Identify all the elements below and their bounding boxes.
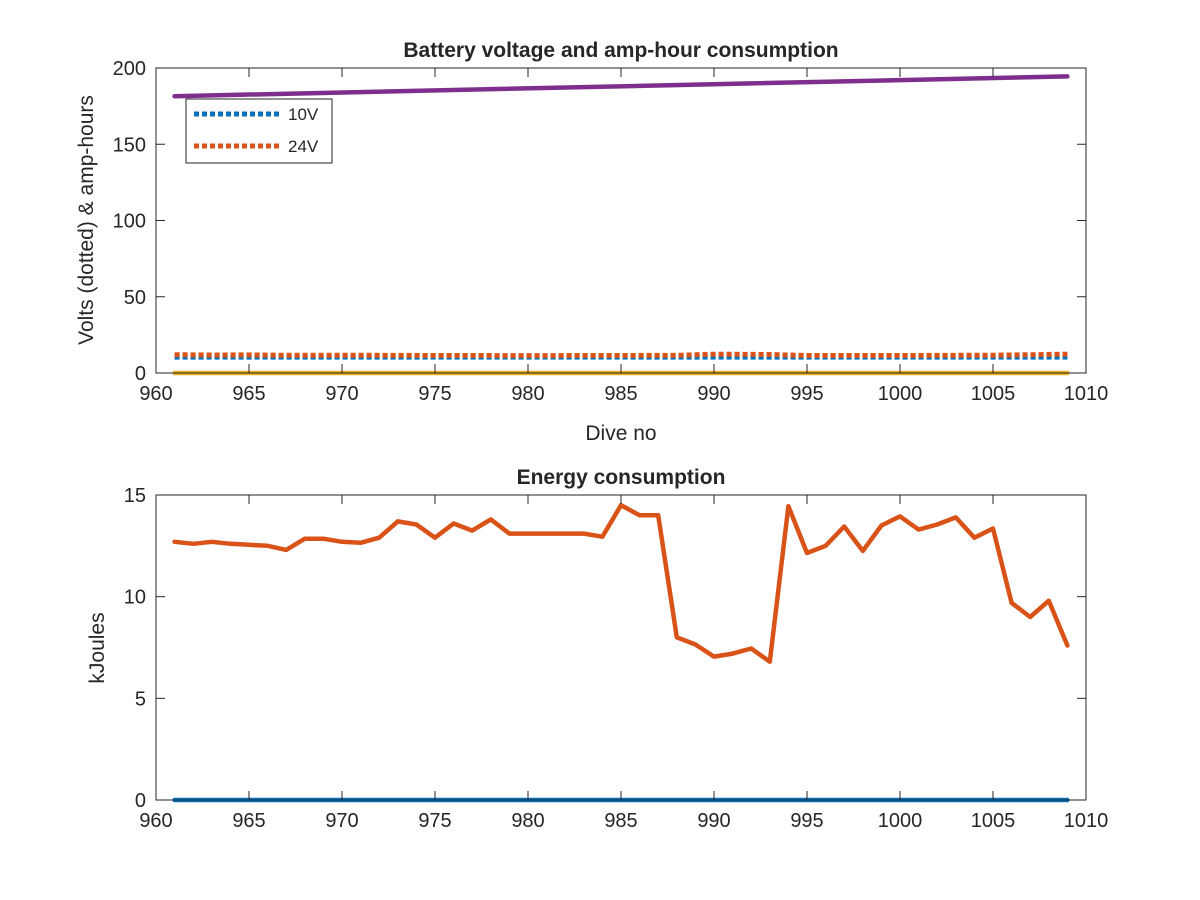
series-line-bottom-2 bbox=[172, 502, 1070, 664]
x-tick-label-bottom: 1010 bbox=[1064, 810, 1109, 832]
x-tick-label-bottom: 975 bbox=[418, 810, 451, 832]
y-axis-label-bottom: kJoules bbox=[86, 612, 109, 683]
y-tick-label-top: 100 bbox=[113, 211, 146, 233]
x-tick-label-bottom: 980 bbox=[511, 810, 544, 832]
x-tick-label-bottom: 990 bbox=[697, 810, 730, 832]
legend-label-10v: 10V bbox=[288, 105, 319, 124]
x-tick-label-top: 965 bbox=[232, 383, 265, 405]
y-tick-label-top: 50 bbox=[124, 287, 146, 309]
y-tick-label-bottom: 10 bbox=[124, 587, 146, 609]
x-tick-label-top: 995 bbox=[790, 383, 823, 405]
axes-battery-voltage: 960 965 970 975 980 985 990 995 1000 1005 1010 0 50 1… bbox=[75, 39, 1108, 445]
x-tick-label-bottom: 960 bbox=[139, 810, 172, 832]
x-tick-label-top: 970 bbox=[325, 383, 358, 405]
legend: 10V 24V bbox=[185, 98, 333, 164]
legend-label-24v: 24V bbox=[288, 137, 319, 156]
x-tick-label-top: 990 bbox=[697, 383, 730, 405]
y-tick-label-top: 150 bbox=[113, 134, 146, 156]
y-tick-label-bottom: 0 bbox=[135, 790, 146, 812]
y-tick-label-bottom: 15 bbox=[124, 485, 146, 507]
ticks-group-top: 960 965 970 975 980 985 990 995 1000 1005 1010 0 50 1… bbox=[113, 58, 1109, 405]
chart-title-bottom: Energy consumption bbox=[517, 466, 726, 489]
x-tick-label-top: 1005 bbox=[971, 383, 1016, 405]
y-tick-label-top: 200 bbox=[113, 58, 146, 80]
y-axis-label-top: Volts (dotted) & amp-hours bbox=[75, 95, 98, 345]
y-tick-label-bottom: 5 bbox=[135, 688, 146, 710]
x-tick-label-bottom: 970 bbox=[325, 810, 358, 832]
x-tick-label-top: 985 bbox=[604, 383, 637, 405]
y-tick-label-top: 0 bbox=[135, 363, 146, 385]
series-line-top-4 bbox=[172, 74, 1070, 99]
x-tick-label-bottom: 1005 bbox=[971, 810, 1016, 832]
ticks-group-bottom: 960 965 970 975 980 985 990 995 1000 1005 1010 0 5 10… bbox=[124, 485, 1109, 832]
x-tick-label-top: 975 bbox=[418, 383, 451, 405]
legend-box bbox=[185, 98, 333, 164]
x-tick-label-bottom: 1000 bbox=[878, 810, 923, 832]
x-tick-label-bottom: 985 bbox=[604, 810, 637, 832]
axes-energy-consumption: 960 965 970 975 980 985 990 995 1000 1005 1010 0 5 10… bbox=[86, 466, 1108, 832]
plot-area-bottom bbox=[156, 495, 1086, 800]
x-tick-label-top: 980 bbox=[511, 383, 544, 405]
x-axis-label-top: Dive no bbox=[585, 422, 656, 445]
x-tick-label-bottom: 995 bbox=[790, 810, 823, 832]
x-tick-label-top: 1010 bbox=[1064, 383, 1109, 405]
x-tick-label-bottom: 965 bbox=[232, 810, 265, 832]
chart-title-top: Battery voltage and amp-hour consumption bbox=[403, 39, 838, 62]
x-tick-label-top: 1000 bbox=[878, 383, 923, 405]
x-tick-label-top: 960 bbox=[139, 383, 172, 405]
